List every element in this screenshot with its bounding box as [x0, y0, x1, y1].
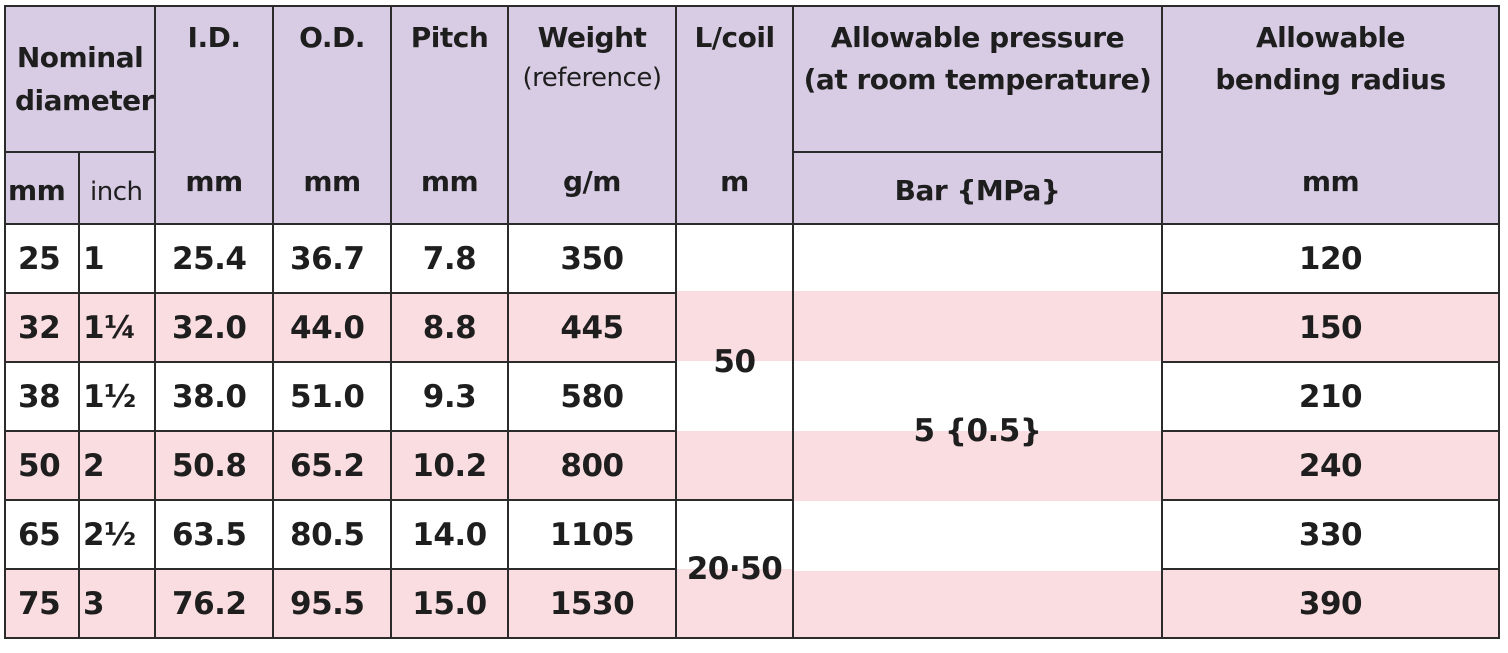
cell-id: 38.0 [154, 361, 274, 432]
cell-inch: 1½ [78, 361, 156, 432]
cell-mm: 38 [4, 361, 80, 432]
cell-inch: 2 [78, 430, 156, 501]
unit-pitch: mm [420, 165, 479, 198]
unit-l-coil: m [720, 165, 749, 198]
header-pitch: Pitch mm [390, 5, 509, 225]
cell-id: 63.5 [154, 499, 274, 570]
header-od: O.D. mm [272, 5, 392, 225]
header-nominal-diameter: Nominal diameter [4, 5, 156, 153]
cell-l-coil-group1: 50 [675, 223, 794, 501]
cell-id: 50.8 [154, 430, 274, 501]
hose-spec-table: Nominal diameter I.D. mm O.D. mm Pitch m… [4, 5, 1500, 639]
cell-od: 44.0 [272, 292, 392, 363]
cell-bending: 330 [1161, 499, 1500, 570]
cell-weight: 1530 [507, 568, 677, 639]
header-nominal-diameter-text: Nominal diameter [15, 40, 154, 117]
table-row: 32 1¼ 32.0 44.0 8.8 445 150 [4, 292, 1500, 363]
header-pressure: Allowable pressure (at room temperature) [792, 5, 1163, 153]
cell-inch: 1 [78, 223, 156, 294]
header-pitch-label: Pitch [410, 21, 489, 54]
table-row: 65 2½ 63.5 80.5 14.0 1105 20·50 330 [4, 499, 1500, 639]
cell-bending: 210 [1161, 361, 1500, 432]
cell-pitch: 7.8 [390, 223, 509, 294]
cell-mm: 50 [4, 430, 80, 501]
unit-id: mm [185, 165, 243, 198]
header-pressure-line1: Allowable pressure [830, 21, 1125, 54]
header-bending-line1: Allowable [1256, 21, 1406, 54]
cell-mm: 32 [4, 292, 80, 363]
unit-pressure: Bar {MPa} [792, 151, 1163, 225]
cell-id: 76.2 [154, 568, 274, 639]
cell-od: 80.5 [272, 499, 392, 570]
header-bending: Allowable bending radius mm [1161, 5, 1500, 225]
header-id-label: I.D. [187, 21, 241, 54]
unit-inch: inch [78, 151, 156, 225]
unit-inch-text: inch [90, 177, 143, 207]
cell-id: 25.4 [154, 223, 274, 294]
header-weight: Weight (reference) g/m [507, 5, 677, 225]
table-row: 75 3 76.2 95.5 15.0 1530 390 [4, 568, 1500, 639]
cell-pressure-merged: 5 {0.5} [792, 223, 1163, 639]
header-weight-sub: (reference) [522, 63, 662, 93]
cell-weight: 800 [507, 430, 677, 501]
cell-od: 36.7 [272, 223, 392, 294]
cell-pitch: 15.0 [390, 568, 509, 639]
unit-mm: mm [4, 151, 80, 225]
cell-pitch: 10.2 [390, 430, 509, 501]
table-row: 38 1½ 38.0 51.0 9.3 580 210 [4, 361, 1500, 432]
cell-weight: 350 [507, 223, 677, 294]
cell-id: 32.0 [154, 292, 274, 363]
header-l-coil: L/coil m [675, 5, 794, 225]
table-row: 50 2 50.8 65.2 10.2 800 240 [4, 430, 1500, 501]
cell-weight: 580 [507, 361, 677, 432]
cell-mm: 65 [4, 499, 80, 570]
cell-l-coil-group2: 20·50 [675, 499, 794, 639]
cell-od: 95.5 [272, 568, 392, 639]
cell-weight: 445 [507, 292, 677, 363]
header-l-coil-label: L/coil [694, 21, 775, 54]
header-pressure-line2: (at room temperature) [803, 63, 1152, 96]
cell-pitch: 9.3 [390, 361, 509, 432]
cell-weight: 1105 [507, 499, 677, 570]
header-bending-line2: bending radius [1215, 63, 1446, 96]
cell-pitch: 14.0 [390, 499, 509, 570]
cell-bending: 390 [1161, 568, 1500, 639]
table-row: 25 1 25.4 36.7 7.8 350 50 5 {0.5} 120 [4, 223, 1500, 639]
cell-od: 51.0 [272, 361, 392, 432]
cell-mm: 75 [4, 568, 80, 639]
header-weight-label: Weight [537, 21, 647, 54]
spec-table-container: Nominal diameter I.D. mm O.D. mm Pitch m… [4, 5, 1500, 639]
unit-weight: g/m [563, 165, 621, 198]
cell-inch: 2½ [78, 499, 156, 570]
cell-pitch: 8.8 [390, 292, 509, 363]
unit-od: mm [303, 165, 361, 198]
cell-bending: 150 [1161, 292, 1500, 363]
cell-mm: 25 [4, 223, 80, 294]
cell-inch: 1¼ [78, 292, 156, 363]
header-od-label: O.D. [299, 21, 365, 54]
cell-bending: 240 [1161, 430, 1500, 501]
cell-inch: 3 [78, 568, 156, 639]
unit-bending: mm [1301, 165, 1360, 198]
cell-od: 65.2 [272, 430, 392, 501]
cell-bending: 120 [1161, 223, 1500, 294]
header-id: I.D. mm [154, 5, 274, 225]
